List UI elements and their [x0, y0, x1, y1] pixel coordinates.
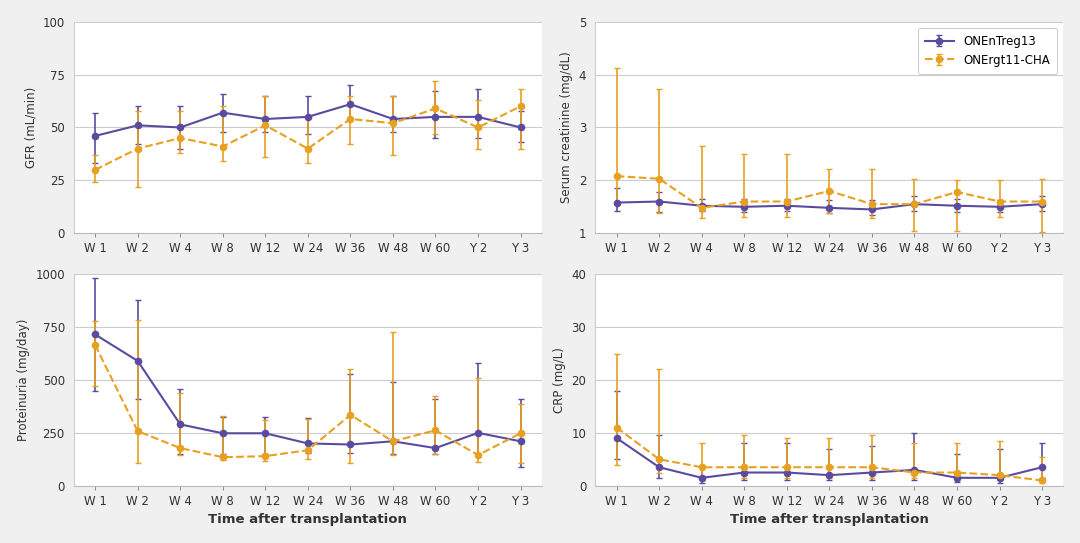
X-axis label: Time after transplantation: Time after transplantation: [730, 513, 929, 526]
Y-axis label: CRP (mg/L): CRP (mg/L): [553, 347, 566, 413]
X-axis label: Time after transplantation: Time after transplantation: [208, 513, 407, 526]
Y-axis label: Proteinuria (mg/day): Proteinuria (mg/day): [16, 319, 29, 441]
Y-axis label: GFR (mL/min): GFR (mL/min): [24, 87, 37, 168]
Y-axis label: Serum creatinine (mg/dL): Serum creatinine (mg/dL): [561, 52, 573, 203]
Legend: ONEnTreg13, ONErgt11-CHA: ONEnTreg13, ONErgt11-CHA: [918, 28, 1057, 74]
